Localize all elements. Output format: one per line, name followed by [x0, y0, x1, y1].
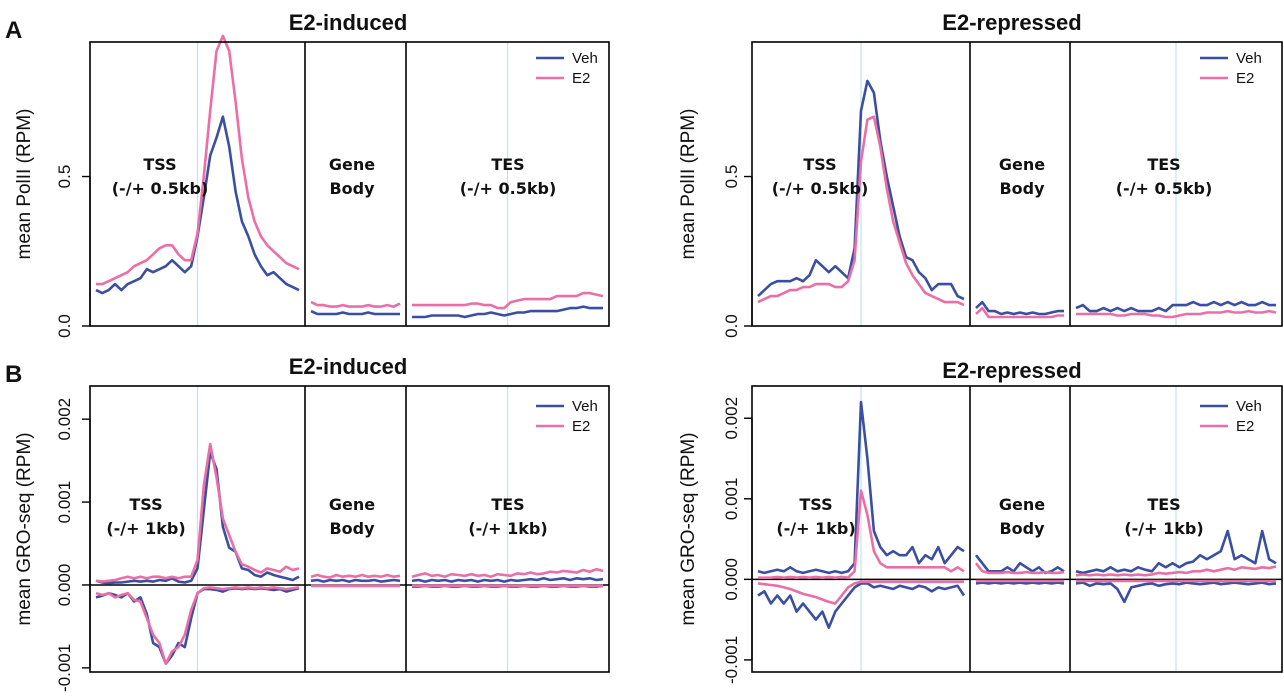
series-veh-tes-line [411, 576, 604, 583]
y-tick-label: 0.5 [55, 165, 74, 189]
region-label: (-/+ 1kb) [776, 519, 855, 538]
series-e2-body-line [310, 300, 401, 308]
chart-3: -0.001 0.000 0.001 0.002 mean GRO-seq (RPM) E… [14, 354, 610, 692]
y-tick-label: 0.5 [722, 165, 741, 189]
y-axis-label: mean PolII (RPM) [14, 109, 35, 260]
legend-label: E2 [1236, 70, 1254, 87]
series-e2-tes-line [1076, 309, 1277, 319]
series-e2-body-line [310, 573, 401, 579]
y-axis-label: mean GRO-seq (RPM) [14, 432, 35, 625]
chart-title: E2-induced [289, 354, 408, 379]
region-label: (-/+ 1kb) [106, 519, 185, 538]
series-veh-tss-neg-line [757, 582, 966, 630]
chart-title: E2-induced [289, 10, 408, 35]
y-tick-label: 0.000 [722, 558, 741, 601]
series-veh-body-neg-line [975, 581, 1065, 585]
series-e2-tss-neg-line [95, 586, 300, 666]
series-veh-tes-line [1075, 529, 1277, 575]
region-label: (-/+ 0.5kb) [460, 179, 557, 198]
legend-label: Veh [572, 50, 598, 67]
region-label: TSS [129, 495, 162, 514]
y-tick-label: 0.002 [722, 397, 741, 440]
series-veh-tes-neg-line [1075, 581, 1277, 604]
series-veh-tss-line [757, 79, 965, 301]
region-label: TSS [803, 155, 836, 174]
panel-label-b: B [5, 361, 22, 388]
chart-2: 0.0 0.5 mean PolII (RPM) E2-repressed TSS (-/… [678, 10, 1283, 338]
region-label: TSS [143, 155, 176, 174]
series-veh-tss-line [757, 400, 965, 575]
region-label: Gene [999, 155, 1045, 174]
series-veh-tss-line [95, 450, 300, 585]
legend-label: E2 [572, 418, 590, 435]
region-label: (-/+ 0.5kb) [772, 179, 869, 198]
y-axis-label: mean GRO-seq (RPM) [678, 432, 699, 625]
region-label: Gene [329, 495, 375, 514]
region-label: Body [329, 179, 375, 198]
series-veh-body-line [975, 300, 1064, 316]
series-veh-body-line [310, 578, 401, 583]
region-label: Body [999, 519, 1045, 538]
region-label: Body [329, 519, 375, 538]
y-tick-label: 0.002 [55, 398, 74, 441]
y-axis-label: mean PolII (RPM) [678, 109, 699, 260]
series-e2-tss-line [758, 489, 965, 580]
region-label: TES [1147, 155, 1180, 174]
series-veh-body-line [310, 309, 400, 316]
y-tick-label: 0.001 [55, 481, 74, 524]
region-label: TES [1147, 495, 1180, 514]
series-e2-tes-line [412, 291, 604, 310]
chart-4: -0.001 0.000 0.001 0.002 mean GRO-seq (RPM) E… [678, 358, 1283, 684]
legend-label: E2 [1236, 418, 1254, 435]
series-e2-body-line [974, 562, 1065, 575]
series-e2-tss-neg-line [757, 580, 964, 605]
chart-title: E2-repressed [942, 10, 1081, 35]
series-e2-tss-line [96, 34, 300, 286]
series-e2-tss-line [95, 442, 300, 583]
region-label: Gene [329, 155, 375, 174]
y-tick-label: -0.001 [722, 636, 741, 684]
y-tick-label: 0.000 [55, 564, 74, 607]
region-label: (-/+ 1kb) [468, 519, 547, 538]
region-label: Gene [999, 495, 1045, 514]
y-tick-label: 0.001 [722, 478, 741, 521]
region-label: (-/+ 0.5kb) [1116, 179, 1213, 198]
region-label: TES [491, 495, 524, 514]
charts: 0.0 0.5 mean PolII (RPM) E2-induced TSS (-/+ … [14, 10, 1283, 692]
chart-title: E2-repressed [942, 358, 1081, 383]
chart-1: 0.0 0.5 mean PolII (RPM) E2-induced TSS (-/+ … [14, 10, 610, 338]
legend-label: Veh [1236, 50, 1262, 67]
y-tick-label: 0.0 [55, 314, 74, 338]
y-tick-label: 0.0 [722, 314, 741, 338]
legend-label: Veh [1236, 398, 1262, 415]
region-label: TES [491, 155, 524, 174]
region-label: (-/+ 1kb) [1124, 519, 1203, 538]
series-e2-body-line [975, 306, 1064, 319]
series-e2-tss-line [757, 115, 965, 307]
series-veh-body-line [974, 554, 1065, 575]
series-e2-tes-line [411, 567, 604, 579]
legend-label: E2 [572, 70, 590, 87]
region-label: (-/+ 0.5kb) [112, 179, 209, 198]
series-veh-tes-line [1075, 300, 1276, 313]
region-label: Body [999, 179, 1045, 198]
region-label: TSS [799, 495, 832, 514]
y-tick-label: -0.001 [55, 644, 74, 692]
series-veh-tes-line [412, 305, 603, 319]
series-e2-tes-line [1075, 565, 1277, 577]
panel-label-a: A [5, 17, 22, 44]
legend-label: Veh [572, 398, 598, 415]
